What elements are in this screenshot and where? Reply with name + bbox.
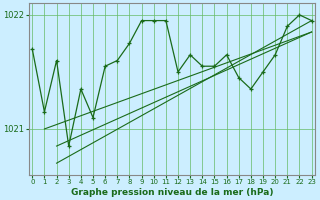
- X-axis label: Graphe pression niveau de la mer (hPa): Graphe pression niveau de la mer (hPa): [71, 188, 273, 197]
